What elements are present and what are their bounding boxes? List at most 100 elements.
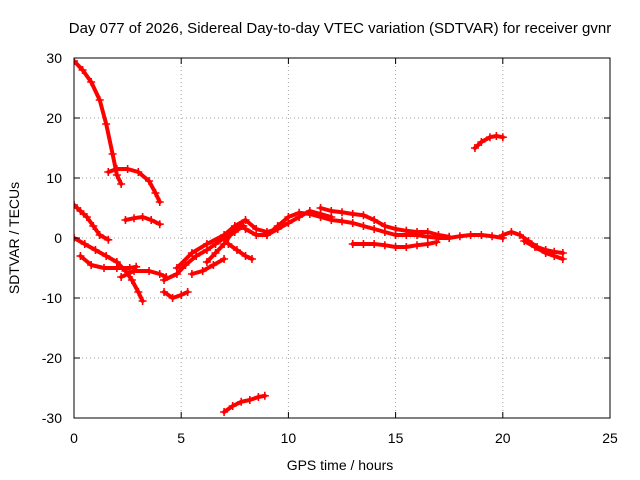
data-point — [102, 120, 111, 128]
data-series-arc-17 — [348, 238, 441, 251]
data-point — [470, 144, 479, 152]
data-point — [520, 237, 529, 245]
data-point — [507, 228, 516, 236]
data-series-arc-11 — [187, 255, 229, 278]
data-point — [155, 270, 164, 278]
data-point — [187, 270, 196, 278]
data-point — [87, 78, 96, 86]
data-point — [104, 235, 113, 244]
series-trace — [162, 290, 190, 300]
data-point — [370, 240, 379, 248]
data-point — [100, 264, 109, 272]
data-point — [145, 177, 154, 185]
data-point — [202, 258, 211, 266]
data-point — [138, 213, 147, 221]
data-point — [134, 168, 143, 176]
data-point — [228, 402, 237, 410]
data-point — [155, 198, 164, 206]
data-point — [151, 189, 160, 197]
data-point — [485, 133, 494, 142]
data-point — [558, 255, 567, 263]
data-point — [498, 231, 507, 239]
data-point — [121, 216, 130, 224]
data-point — [224, 240, 233, 248]
data-point — [147, 216, 156, 224]
data-point — [172, 264, 181, 272]
data-point — [515, 231, 524, 239]
data-point — [108, 150, 117, 158]
data-point — [76, 207, 85, 215]
data-point — [112, 264, 121, 272]
data-point — [112, 165, 121, 173]
data-point — [295, 208, 304, 217]
data-point — [76, 252, 85, 260]
y-tick-label: 0 — [54, 230, 62, 246]
x-tick-label: 20 — [495, 430, 511, 446]
series-trace — [226, 242, 254, 261]
data-point — [89, 222, 98, 230]
y-axis-label: SDTVAR / TECUs — [6, 182, 22, 294]
data-point — [477, 231, 486, 239]
data-series-arc-21 — [520, 237, 567, 263]
data-point — [359, 240, 368, 248]
data-point — [95, 231, 104, 239]
data-point — [123, 165, 132, 173]
data-point — [477, 138, 486, 146]
data-point — [228, 228, 237, 236]
data-point — [260, 391, 269, 400]
axis-layer: 0 5 10 15 20 25 -30 -20 -10 0 10 20 30 — [42, 50, 618, 446]
y-tick-label: -30 — [42, 410, 62, 426]
y-tick-label: -20 — [42, 350, 62, 366]
data-point — [192, 252, 201, 260]
series-trace — [189, 257, 227, 276]
x-tick-label: 10 — [281, 430, 297, 446]
data-point — [413, 228, 422, 236]
data-point — [338, 217, 346, 226]
data-point — [211, 249, 220, 257]
x-tick-label: 15 — [388, 430, 404, 446]
data-point — [455, 232, 464, 241]
data-series-arc-19 — [470, 132, 507, 152]
data-point — [305, 210, 314, 218]
data-point — [183, 288, 192, 296]
data-point — [348, 210, 357, 218]
data-point — [241, 252, 250, 260]
data-point — [127, 276, 136, 284]
data-point — [338, 208, 346, 217]
data-point — [413, 241, 422, 250]
data-point — [434, 231, 443, 239]
data-series-arc-4 — [74, 201, 113, 244]
data-point — [284, 213, 293, 221]
data-point — [380, 241, 389, 250]
data-point — [117, 273, 126, 281]
data-series-arc-8 — [160, 288, 192, 302]
data-point — [402, 243, 411, 251]
data-point — [498, 133, 507, 142]
data-point — [541, 249, 550, 257]
data-series-arc-16 — [316, 204, 454, 241]
data-point — [209, 261, 218, 269]
data-point — [241, 216, 250, 224]
data-series-arc-15 — [262, 208, 507, 242]
data-point — [104, 168, 113, 176]
data-point — [445, 232, 454, 241]
data-point — [181, 261, 190, 269]
y-tick-label: 20 — [46, 110, 62, 126]
data-point — [316, 204, 325, 212]
series-layer — [74, 58, 567, 416]
y-tick-label: 10 — [46, 170, 62, 186]
data-point — [160, 276, 169, 284]
data-series-arc-3 — [121, 213, 164, 229]
data-point — [316, 213, 325, 221]
data-point — [273, 222, 282, 230]
data-point — [91, 246, 100, 254]
data-point — [130, 214, 139, 223]
x-tick-label: 0 — [70, 430, 78, 446]
data-point — [102, 252, 111, 260]
data-point — [402, 226, 411, 235]
data-point — [488, 232, 497, 241]
data-point — [125, 264, 134, 272]
data-point — [74, 201, 78, 209]
data-point — [130, 267, 139, 275]
